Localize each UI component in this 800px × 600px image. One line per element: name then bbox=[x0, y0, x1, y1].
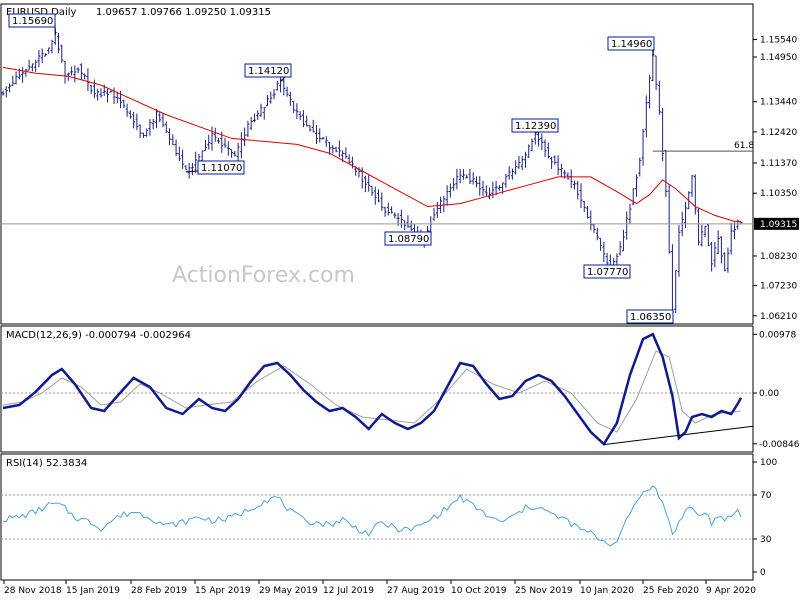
price-overlays: 1.09315 61.8 bbox=[1, 141, 799, 230]
date-tick-label: 27 Aug 2019 bbox=[387, 586, 445, 596]
callout-label: 1.15690 bbox=[12, 16, 53, 27]
date-tick-label: 29 May 2019 bbox=[259, 586, 318, 596]
price-tick-label: 1.07230 bbox=[760, 282, 797, 292]
sma-line bbox=[2, 66, 741, 222]
callout-box bbox=[583, 264, 631, 279]
macd-lines bbox=[2, 332, 754, 446]
rsi-tick-label: 0 bbox=[760, 568, 766, 578]
rsi-panel-frame bbox=[0, 453, 754, 581]
price-panel: EURUSD,Daily 1.09657 1.09766 1.09250 1.0… bbox=[0, 3, 799, 325]
price-chart-title: EURUSD,Daily bbox=[6, 7, 77, 18]
callout-box bbox=[197, 160, 245, 175]
rsi-tick-label: 70 bbox=[760, 491, 772, 501]
callout-box bbox=[8, 13, 56, 28]
date-tick-label: 9 Apr 2020 bbox=[706, 586, 756, 596]
callout-box bbox=[511, 118, 559, 133]
callout-label: 1.11070 bbox=[201, 163, 242, 174]
rsi-axis: 100 70 30 0 bbox=[1, 458, 777, 578]
callout-box bbox=[607, 36, 655, 51]
callout-label: 1.12390 bbox=[515, 121, 556, 132]
rsi-panel: RSI(14) 52.3834 100 70 30 0 bbox=[0, 453, 777, 581]
macd-panel-frame bbox=[0, 325, 754, 453]
price-tick-label: 1.14950 bbox=[760, 53, 797, 63]
price-tick-label: 1.11370 bbox=[760, 159, 797, 169]
date-tick-label: 12 Jul 2019 bbox=[323, 586, 374, 596]
date-tick-label: 25 Nov 2019 bbox=[515, 586, 573, 596]
price-tick-label: 1.10350 bbox=[760, 189, 797, 199]
price-tick-label: 1.06210 bbox=[760, 312, 797, 322]
macd-axis: 0.00978 0.00 -0.008464 bbox=[1, 330, 800, 450]
callout-box bbox=[244, 63, 292, 78]
macd-tick-label: -0.008464 bbox=[759, 440, 800, 450]
macd-main-line bbox=[2, 332, 743, 446]
price-tick-label: 1.12420 bbox=[760, 128, 797, 138]
last-price-box bbox=[754, 217, 799, 230]
date-tick-label: 10 Jan 2020 bbox=[580, 586, 634, 596]
date-tick-label: 10 Oct 2019 bbox=[451, 586, 507, 596]
swing-callouts: 1.15690 1.14120 1.11070 1.08790 1.12390 1.077… bbox=[8, 13, 674, 324]
date-axis: 28 Nov 2018 15 Jan 2019 28 Feb 2019 15 Apr … bbox=[3, 580, 756, 596]
rsi-tick-label: 100 bbox=[760, 458, 777, 468]
callout-label: 1.14120 bbox=[248, 66, 289, 77]
macd-title: MACD(12,26,9) -0.000794 -0.002964 bbox=[6, 330, 191, 341]
rsi-title: RSI(14) 52.3834 bbox=[6, 458, 87, 469]
rsi-series-line bbox=[2, 485, 742, 547]
macd-tick-label: 0.00 bbox=[759, 389, 779, 399]
date-tick-label: 28 Feb 2019 bbox=[131, 586, 187, 596]
price-tick-label: 1.13440 bbox=[760, 98, 797, 108]
macd-trendline bbox=[603, 425, 754, 446]
rsi-line bbox=[2, 485, 742, 547]
price-ohlc-readout: 1.09657 1.09766 1.09250 1.09315 bbox=[96, 7, 271, 18]
callout-box bbox=[384, 231, 432, 246]
price-bars bbox=[1, 28, 743, 315]
macd-tick-label: 0.00978 bbox=[759, 330, 796, 340]
callout-label: 1.06350 bbox=[630, 312, 671, 323]
callout-label: 1.08790 bbox=[388, 234, 429, 245]
price-tick-label: 1.08230 bbox=[760, 252, 797, 262]
callout-box bbox=[626, 309, 674, 324]
price-panel-frame bbox=[0, 3, 754, 325]
date-tick-label: 15 Apr 2019 bbox=[195, 586, 251, 596]
callout-label: 1.07770 bbox=[587, 267, 628, 278]
watermark: ActionForex.com bbox=[172, 263, 355, 288]
sma-series-line bbox=[2, 66, 741, 222]
date-tick-label: 25 Feb 2020 bbox=[643, 586, 699, 596]
rsi-tick-label: 30 bbox=[760, 535, 772, 545]
price-axis: 1.15540 1.14950 1.13440 1.12420 1.11370 1.103… bbox=[753, 36, 797, 322]
macd-panel: MACD(12,26,9) -0.000794 -0.002964 0.0097… bbox=[0, 325, 800, 453]
date-tick-label: 15 Jan 2019 bbox=[66, 586, 120, 596]
price-tick-label: 1.15540 bbox=[760, 36, 797, 46]
callout-label: 1.14960 bbox=[611, 39, 652, 50]
last-price-label: 1.09315 bbox=[760, 220, 797, 230]
date-tick-label: 28 Nov 2018 bbox=[4, 586, 62, 596]
fib-level-label: 61.8 bbox=[734, 141, 754, 151]
